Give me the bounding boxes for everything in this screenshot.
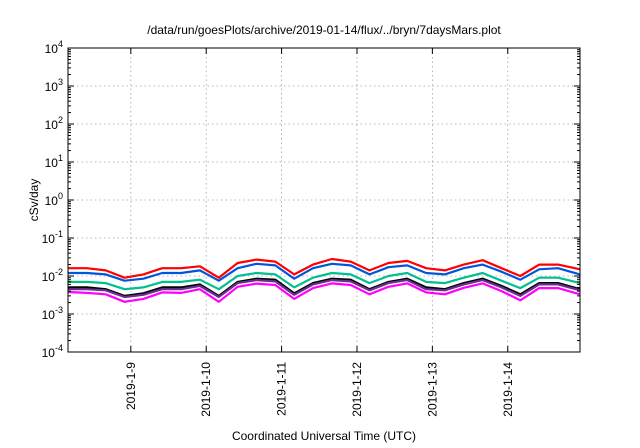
y-tick-label: 102 [45, 115, 63, 132]
y-tick-labels: 10-4 10-3 10-2 10-1 100 101 102 103 104 [42, 39, 63, 360]
chart-title: /data/run/goesPlots/archive/2019-01-14/f… [147, 23, 501, 37]
y-tick-label: 103 [45, 77, 63, 94]
series-line-5 [68, 279, 581, 299]
x-tick-label: 2019-1-12 [350, 362, 364, 417]
series-line-4 [68, 277, 581, 297]
x-tick-label: 2019-1-11 [275, 362, 289, 416]
y-tick-label: 10-1 [42, 229, 63, 246]
x-tick-label: 2019-1-14 [501, 362, 515, 417]
y-tick-label: 10-2 [42, 267, 63, 284]
plot-frame [67, 47, 581, 353]
series-line-3 [68, 271, 581, 291]
y-tick-label: 104 [45, 39, 63, 56]
x-tick-label: 2019-1-10 [199, 362, 213, 417]
series-line-6 [67, 282, 581, 303]
x-tick-labels: 2019-1-9 2019-1-10 2019-1-11 2019-1-12 2019-… [124, 362, 515, 417]
series-line-2 [68, 262, 581, 282]
series-line-1 [68, 257, 581, 279]
grid-lines [68, 48, 580, 352]
plot-border [67, 47, 581, 353]
y-tick-label: 10-3 [42, 305, 63, 322]
series-lines [67, 257, 581, 303]
y-tick-label: 100 [45, 191, 63, 208]
x-tick-label: 2019-1-13 [425, 362, 439, 417]
y-tick-label: 101 [45, 153, 63, 170]
x-tick-label: 2019-1-9 [124, 362, 138, 410]
y-tick-label: 10-4 [42, 343, 63, 360]
x-axis-label: Coordinated Universal Time (UTC) [232, 429, 416, 443]
y-axis-label: cSv/day [27, 179, 41, 222]
